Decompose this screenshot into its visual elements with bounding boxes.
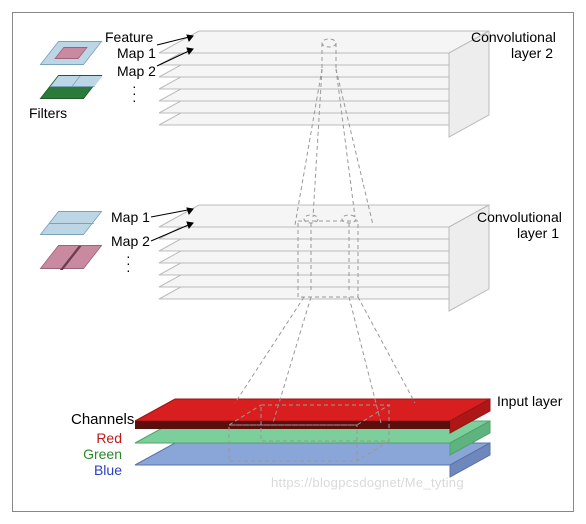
watermark: https://blogpcsdognet/Me_tyting	[271, 475, 464, 490]
label-input: Input layer	[497, 393, 562, 410]
label-conv1-b: layer 1	[517, 225, 559, 242]
label-filters: Filters	[29, 105, 67, 122]
label-conv1-a: Convolutional	[477, 209, 562, 226]
label-conv2-a: Convolutional	[471, 29, 556, 46]
vdots-top: ···	[132, 83, 137, 104]
label-featuremap1-b: Map 1	[117, 45, 156, 62]
label-featuremap1-a: Feature	[105, 29, 153, 46]
diagram-frame: Filters Feature Map 1 Map 2 ··· Convolut…	[12, 12, 574, 512]
label-red: Red	[88, 431, 122, 445]
label-green: Green	[74, 447, 122, 461]
label-map1-mid: Map 1	[111, 209, 150, 226]
label-channels: Channels	[71, 411, 134, 429]
vdots-mid: ···	[126, 253, 131, 274]
label-blue: Blue	[88, 463, 122, 477]
label-conv2-b: layer 2	[511, 45, 553, 62]
